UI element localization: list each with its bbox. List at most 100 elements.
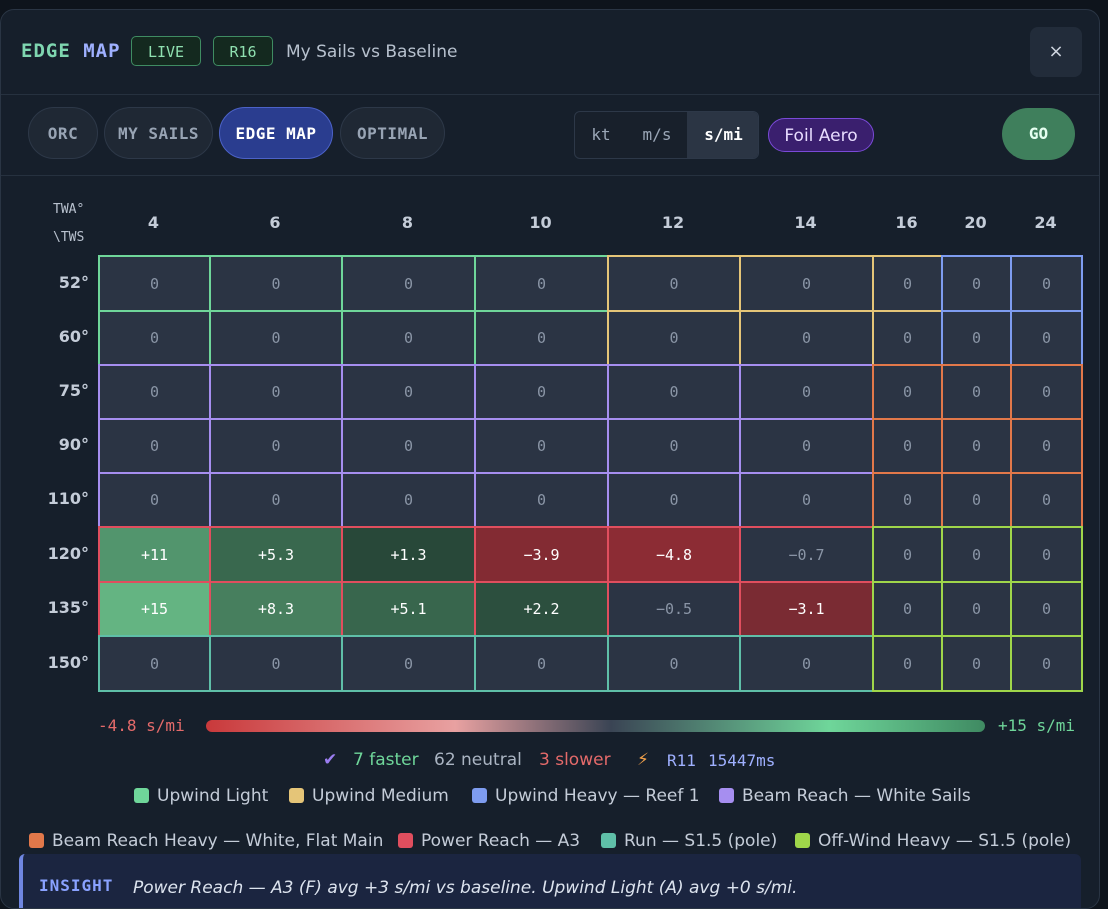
grid-cell[interactable]: +1.3 (341, 526, 476, 583)
bolt-icon: ⚡ (637, 750, 649, 770)
grid-cell[interactable]: +5.3 (209, 526, 343, 583)
grid-cell[interactable]: 0 (739, 472, 874, 528)
legend-swatch (601, 833, 616, 848)
foil-aero-toggle[interactable]: Foil Aero (768, 118, 874, 152)
tab-edge-map[interactable]: EDGE MAP (219, 107, 333, 159)
grid-cell[interactable]: 0 (209, 364, 343, 420)
grid-cell[interactable]: 0 (872, 526, 943, 583)
grid-cell[interactable]: 0 (209, 418, 343, 474)
grid-cell[interactable]: 0 (98, 255, 211, 312)
tab-orc[interactable]: ORC (28, 107, 98, 159)
grid-cell[interactable]: 0 (1010, 472, 1083, 528)
grid-cell[interactable]: 0 (209, 310, 343, 366)
legend-power-reach: Power Reach — A3 (398, 831, 580, 853)
grid-cell[interactable]: 0 (607, 635, 741, 692)
grid-cell[interactable]: −0.5 (607, 581, 741, 637)
grid-cell[interactable]: +2.2 (474, 581, 609, 637)
grid-cell[interactable]: 0 (209, 255, 343, 312)
grid-cell[interactable]: 0 (941, 635, 1012, 692)
grid-cell[interactable]: 0 (1010, 581, 1083, 637)
grid-cell[interactable]: 0 (941, 255, 1012, 312)
grid-cell[interactable]: 0 (474, 418, 609, 474)
grid-cell[interactable]: 0 (474, 310, 609, 366)
grid-cell[interactable]: 0 (739, 635, 874, 692)
round-ref: R11 (667, 751, 696, 770)
grid-cell[interactable]: 0 (1010, 364, 1083, 420)
grid-cell[interactable]: 0 (341, 364, 476, 420)
tab-my-sails[interactable]: MY SAILS (104, 107, 213, 159)
grid-cell[interactable]: +15 (98, 581, 211, 637)
grid-cell[interactable]: 0 (607, 364, 741, 420)
grid-cell[interactable]: 0 (739, 255, 874, 312)
grid-cell[interactable]: 0 (1010, 418, 1083, 474)
grid-cell[interactable]: 0 (341, 255, 476, 312)
grid-cell[interactable]: 0 (872, 635, 943, 692)
brand-part2: MAP (83, 40, 121, 62)
grid-cell[interactable]: 0 (607, 418, 741, 474)
grid-cell[interactable]: 0 (1010, 526, 1083, 583)
grid-cell[interactable]: 0 (1010, 310, 1083, 366)
grid-cell[interactable]: 0 (1010, 635, 1083, 692)
grid-cell[interactable]: 0 (341, 310, 476, 366)
grid-cell[interactable]: 0 (341, 635, 476, 692)
grid-cell[interactable]: 0 (872, 255, 943, 312)
scale-max-label: +15 s/mi (998, 716, 1076, 735)
grid-cell[interactable]: 0 (941, 418, 1012, 474)
grid-cell[interactable]: 0 (941, 364, 1012, 420)
twa-header: 150° (47, 652, 89, 672)
legend-swatch (398, 833, 413, 848)
legend-label: Power Reach — A3 (421, 831, 581, 851)
grid-cell[interactable]: 0 (872, 310, 943, 366)
grid-cell[interactable]: −3.9 (474, 526, 609, 583)
brand-title: EDGE MAP (21, 40, 121, 62)
grid-cell[interactable]: 0 (607, 472, 741, 528)
grid-cell[interactable]: 0 (474, 635, 609, 692)
grid-cell[interactable]: 0 (209, 635, 343, 692)
grid-cell[interactable]: −4.8 (607, 526, 741, 583)
grid-cell[interactable]: 0 (474, 364, 609, 420)
legend-swatch (289, 788, 304, 803)
grid-cell[interactable]: −3.1 (739, 581, 874, 637)
grid-cell[interactable]: 0 (941, 581, 1012, 637)
grid-cell[interactable]: 0 (739, 364, 874, 420)
unit-kt[interactable]: kt (591, 125, 611, 144)
grid-cell[interactable]: 0 (474, 255, 609, 312)
grid-cell[interactable]: 0 (98, 364, 211, 420)
grid-cell[interactable]: 0 (607, 255, 741, 312)
grid-cell[interactable]: 0 (941, 472, 1012, 528)
grid-cell[interactable]: 0 (98, 472, 211, 528)
legend-label: Beam Reach Heavy — White, Flat Main (52, 831, 384, 851)
grid-cell[interactable]: 0 (872, 418, 943, 474)
grid-cell[interactable]: 0 (341, 418, 476, 474)
grid-cell[interactable]: 0 (98, 635, 211, 692)
close-button[interactable]: × (1030, 27, 1082, 77)
go-button[interactable]: GO (1002, 108, 1075, 160)
grid-cell[interactable]: 0 (98, 310, 211, 366)
grid-cell[interactable]: 0 (341, 472, 476, 528)
grid-cell[interactable]: 0 (607, 310, 741, 366)
grid-cell[interactable]: −0.7 (739, 526, 874, 583)
grid-cell[interactable]: 0 (1010, 255, 1083, 312)
legend-upwind-medium: Upwind Medium (289, 786, 449, 808)
grid-cell[interactable]: 0 (739, 310, 874, 366)
grid-cell[interactable]: 0 (872, 364, 943, 420)
slower-count: 3 slower (539, 750, 611, 770)
grid-cell[interactable]: 0 (474, 472, 609, 528)
grid-cell[interactable]: 0 (872, 472, 943, 528)
grid-cell[interactable]: 0 (941, 526, 1012, 583)
grid-cell[interactable]: +11 (98, 526, 211, 583)
legend-swatch (795, 833, 810, 848)
grid-cell[interactable]: 0 (872, 581, 943, 637)
unit-ms[interactable]: m/s (642, 125, 672, 144)
grid-cell[interactable]: +5.1 (341, 581, 476, 637)
tab-optimal[interactable]: OPTIMAL (340, 107, 445, 159)
grid-cell[interactable]: 0 (941, 310, 1012, 366)
grid-cell[interactable]: 0 (209, 472, 343, 528)
grid-cell[interactable]: +8.3 (209, 581, 343, 637)
color-scale-bar (206, 720, 985, 732)
unit-smi[interactable]: s/mi (687, 112, 758, 158)
grid-cell[interactable]: 0 (739, 418, 874, 474)
grid-cell[interactable]: 0 (98, 418, 211, 474)
panel-header: EDGE MAP LIVE R16 My Sails vs Baseline × (1, 10, 1099, 95)
legend-off-wind-heavy: Off-Wind Heavy — S1.5 (pole) (795, 831, 1071, 853)
